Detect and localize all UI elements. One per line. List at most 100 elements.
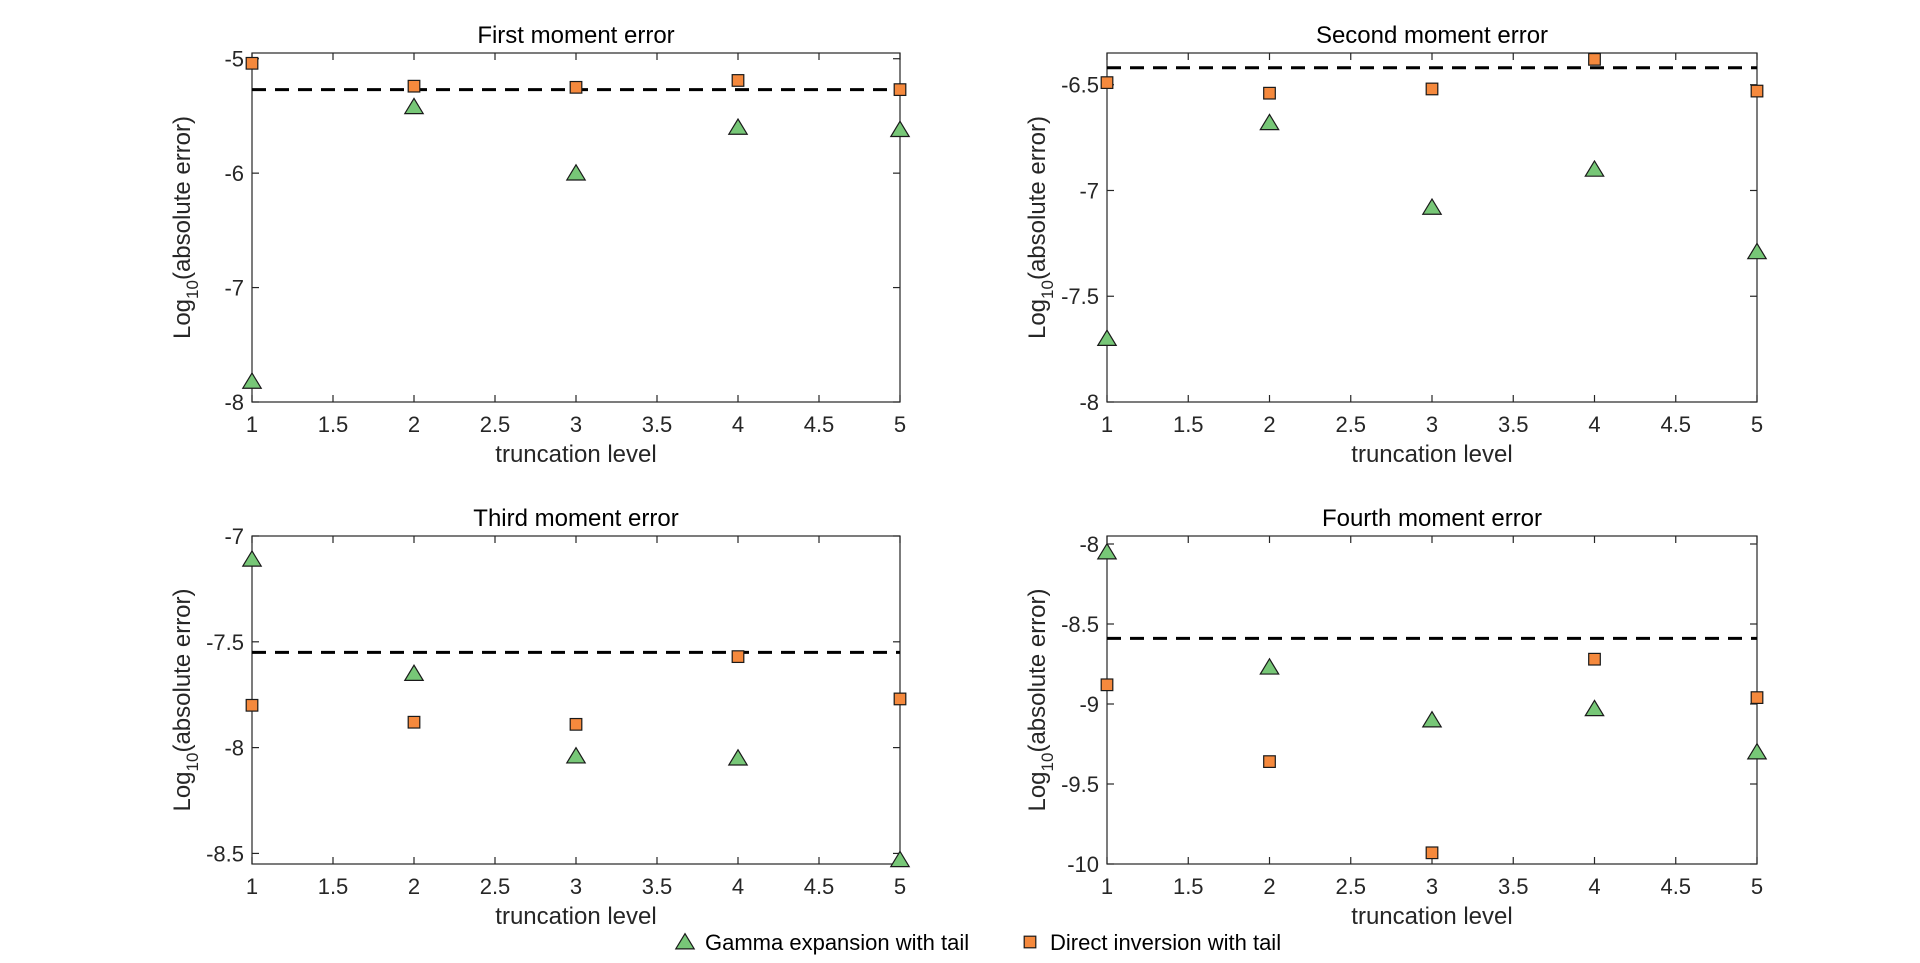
legend-label: Direct inversion with tail xyxy=(1050,930,1281,955)
y-axis-label-suffix: (absolute error) xyxy=(1024,116,1051,280)
square-marker xyxy=(1588,652,1601,666)
y-tick-label: -8 xyxy=(1079,390,1099,415)
x-axis-label: truncation level xyxy=(1351,903,1512,930)
square-marker xyxy=(407,715,421,729)
square-marker xyxy=(893,83,907,97)
x-tick-label: 1 xyxy=(246,412,258,437)
y-axis-label-subscript: 10 xyxy=(1038,753,1057,772)
y-axis-label-subscript: 10 xyxy=(1038,280,1057,299)
triangle-marker xyxy=(241,371,263,389)
square-marker xyxy=(731,74,745,87)
square-marker xyxy=(1263,86,1276,100)
y-axis-label: Log10(absolute error) xyxy=(1024,116,1057,339)
y-tick-label: -8 xyxy=(1079,532,1099,557)
triangle-marker xyxy=(1421,197,1443,215)
x-tick-label: 2 xyxy=(408,874,420,899)
triangle-marker xyxy=(1584,699,1605,717)
triangle-marker xyxy=(1096,542,1118,560)
y-tick-label: -8 xyxy=(224,736,244,761)
x-tick-label: 5 xyxy=(894,412,906,437)
x-tick-label: 1.5 xyxy=(1173,412,1204,437)
y-tick-label: -6.5 xyxy=(1061,73,1099,98)
triangle-marker xyxy=(1584,159,1605,177)
x-tick-label: 4 xyxy=(1588,412,1600,437)
x-tick-label: 5 xyxy=(1751,874,1763,899)
y-tick-label: -8.5 xyxy=(1061,612,1099,637)
square-marker xyxy=(245,56,259,70)
y-axis-label-suffix: (absolute error) xyxy=(1024,588,1051,752)
y-tick-label: -9 xyxy=(1079,692,1099,717)
y-axis-label-prefix: Log xyxy=(1024,771,1051,811)
y-axis-label: Log10(absolute error) xyxy=(169,588,202,811)
y-tick-label: -7.5 xyxy=(206,630,244,655)
x-tick-label: 3 xyxy=(570,874,582,899)
square-marker xyxy=(245,698,259,712)
x-tick-label: 3.5 xyxy=(642,874,673,899)
y-tick-label: -5 xyxy=(224,47,244,72)
x-tick-label: 3.5 xyxy=(1498,412,1529,437)
x-tick-label: 2.5 xyxy=(480,412,511,437)
x-tick-label: 1.5 xyxy=(1173,874,1204,899)
x-axis-label: truncation level xyxy=(495,903,656,930)
y-tick-label: -8 xyxy=(224,390,244,415)
y-tick-label: -6 xyxy=(224,161,244,186)
x-tick-label: 1.5 xyxy=(318,874,349,899)
x-tick-label: 2.5 xyxy=(1335,874,1366,899)
y-tick-label: -8.5 xyxy=(206,841,244,866)
square-marker xyxy=(1750,691,1764,704)
square-marker xyxy=(569,717,583,731)
y-tick-label: -7 xyxy=(224,276,244,301)
x-tick-label: 2.5 xyxy=(480,874,511,899)
x-tick-label: 5 xyxy=(1751,412,1763,437)
x-tick-label: 4.5 xyxy=(1660,874,1691,899)
square-marker xyxy=(1100,678,1114,692)
triangle-marker xyxy=(1259,113,1280,131)
x-tick-label: 3 xyxy=(570,412,582,437)
triangle-marker xyxy=(1259,657,1280,675)
y-tick-label: -7 xyxy=(224,524,244,549)
chart-title: First moment error xyxy=(477,22,674,49)
x-axis-label: truncation level xyxy=(1351,441,1512,468)
chart-title: Third moment error xyxy=(473,505,678,532)
y-tick-label: -9.5 xyxy=(1061,772,1099,797)
subplot-3: 1 1.5 2 2.5 3 3.5 4 4.5 5 -8.5 -8 -7.5 -7 Third momen… xyxy=(169,505,911,930)
triangle-marker xyxy=(727,748,749,766)
x-tick-label: 4.5 xyxy=(804,412,835,437)
square-marker xyxy=(893,692,907,706)
legend-label: Gamma expansion with tail xyxy=(705,930,969,955)
x-tick-label: 2 xyxy=(408,412,420,437)
axes-box xyxy=(251,52,901,403)
axes-box xyxy=(251,535,901,865)
y-axis-label-suffix: (absolute error) xyxy=(169,588,196,752)
triangle-marker xyxy=(241,549,263,567)
y-tick-label: -7.5 xyxy=(1061,284,1099,309)
triangle-marker xyxy=(403,97,425,115)
x-tick-label: 5 xyxy=(894,874,906,899)
triangle-marker xyxy=(1746,742,1768,760)
x-tick-label: 1 xyxy=(1101,874,1113,899)
square-marker xyxy=(407,79,421,93)
square-marker xyxy=(569,80,583,94)
square-marker xyxy=(731,650,745,664)
x-tick-label: 1.5 xyxy=(318,412,349,437)
square-marker xyxy=(1750,84,1764,98)
x-tick-label: 4.5 xyxy=(1660,412,1691,437)
square-marker xyxy=(1425,82,1439,96)
y-axis-label: Log10(absolute error) xyxy=(1024,588,1057,811)
subplot-1: 1 1.5 2 2.5 3 3.5 4 4.5 5 -8 -7 -6 -5 First moment er… xyxy=(169,22,911,468)
square-marker xyxy=(1425,846,1439,860)
y-axis-label-suffix: (absolute error) xyxy=(169,116,196,280)
x-tick-label: 2 xyxy=(1263,874,1275,899)
y-axis-label-prefix: Log xyxy=(169,771,196,811)
y-axis-label-subscript: 10 xyxy=(183,280,202,299)
square-marker xyxy=(1263,755,1276,768)
triangle-marker xyxy=(565,746,587,764)
axes-box xyxy=(1106,52,1758,403)
legend-triangle-marker xyxy=(674,932,696,950)
x-tick-label: 2.5 xyxy=(1335,412,1366,437)
x-tick-label: 1 xyxy=(1101,412,1113,437)
x-tick-label: 3.5 xyxy=(1498,874,1529,899)
triangle-marker xyxy=(727,117,749,135)
triangle-marker xyxy=(889,850,911,868)
